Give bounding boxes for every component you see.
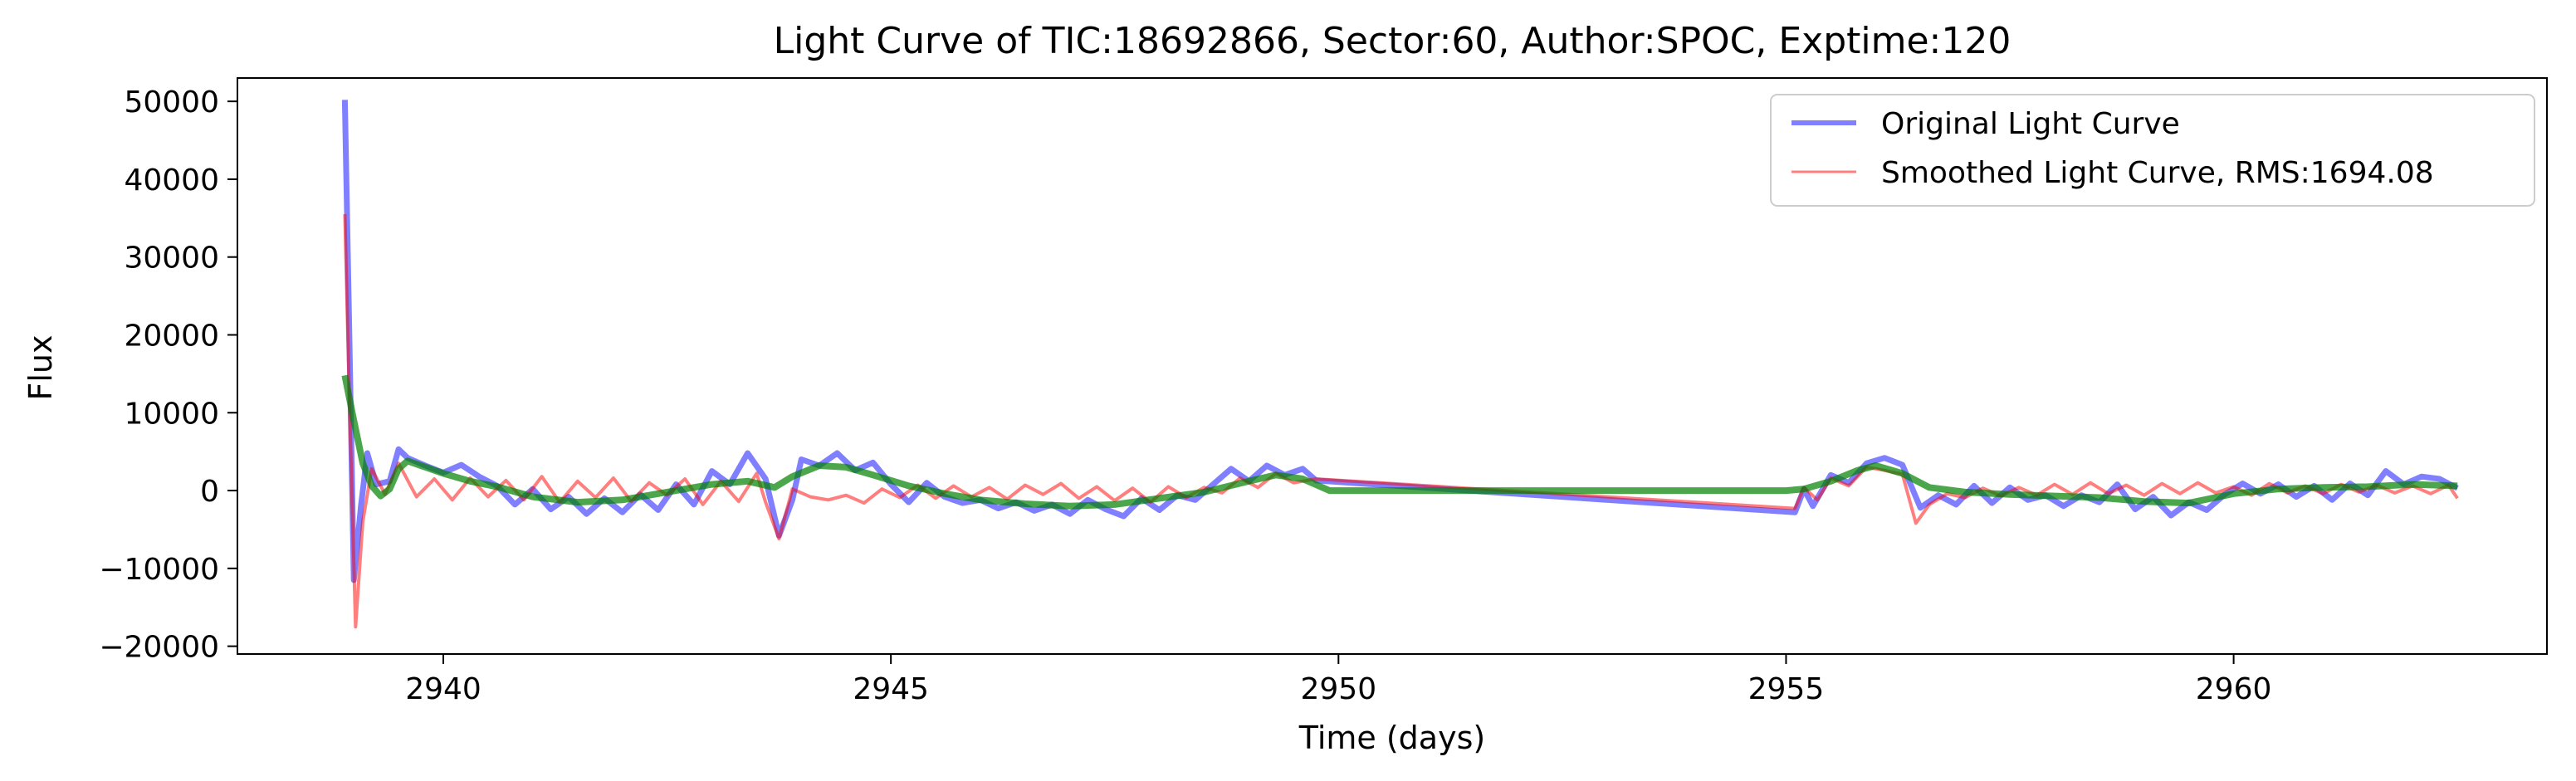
y-tick-label: 20000 bbox=[124, 319, 219, 353]
series-group bbox=[341, 100, 2459, 629]
y-tick-label: 0 bbox=[200, 475, 219, 509]
x-axis: 2940 2945 2950 2955 2960 bbox=[405, 654, 2271, 706]
x-tick-label: 2950 bbox=[1300, 672, 1376, 706]
y-tick-label: −10000 bbox=[99, 553, 219, 587]
x-tick-label: 2940 bbox=[405, 672, 481, 706]
x-tick-label: 2955 bbox=[1748, 672, 1825, 706]
y-tick-label: 10000 bbox=[124, 397, 219, 431]
legend-label-original: Original Light Curve bbox=[1881, 107, 2180, 141]
series-line-1 bbox=[343, 214, 2459, 629]
x-axis-label: Time (days) bbox=[1298, 720, 1485, 756]
y-axis: −20000 −10000 0 10000 20000 30000 40000 50000 bbox=[99, 85, 237, 665]
plot-frame bbox=[237, 77, 2548, 655]
x-tick-label: 2960 bbox=[2196, 672, 2272, 706]
y-axis-label: Flux bbox=[22, 335, 59, 401]
y-tick-label: 30000 bbox=[124, 242, 219, 276]
series-line-2 bbox=[341, 374, 2458, 510]
legend-label-smoothed: Smoothed Light Curve, RMS:1694.08 bbox=[1881, 156, 2434, 190]
legend-box bbox=[1770, 94, 2535, 207]
x-tick-label: 2945 bbox=[853, 672, 929, 706]
chart-title: Light Curve of TIC:18692866, Sector:60, … bbox=[774, 20, 2011, 62]
y-tick-label: 40000 bbox=[124, 164, 219, 198]
y-tick-label: −20000 bbox=[99, 631, 219, 665]
y-tick-label: 50000 bbox=[124, 85, 219, 120]
legend: Original Light Curve Smoothed Light Curv… bbox=[1770, 94, 2535, 207]
